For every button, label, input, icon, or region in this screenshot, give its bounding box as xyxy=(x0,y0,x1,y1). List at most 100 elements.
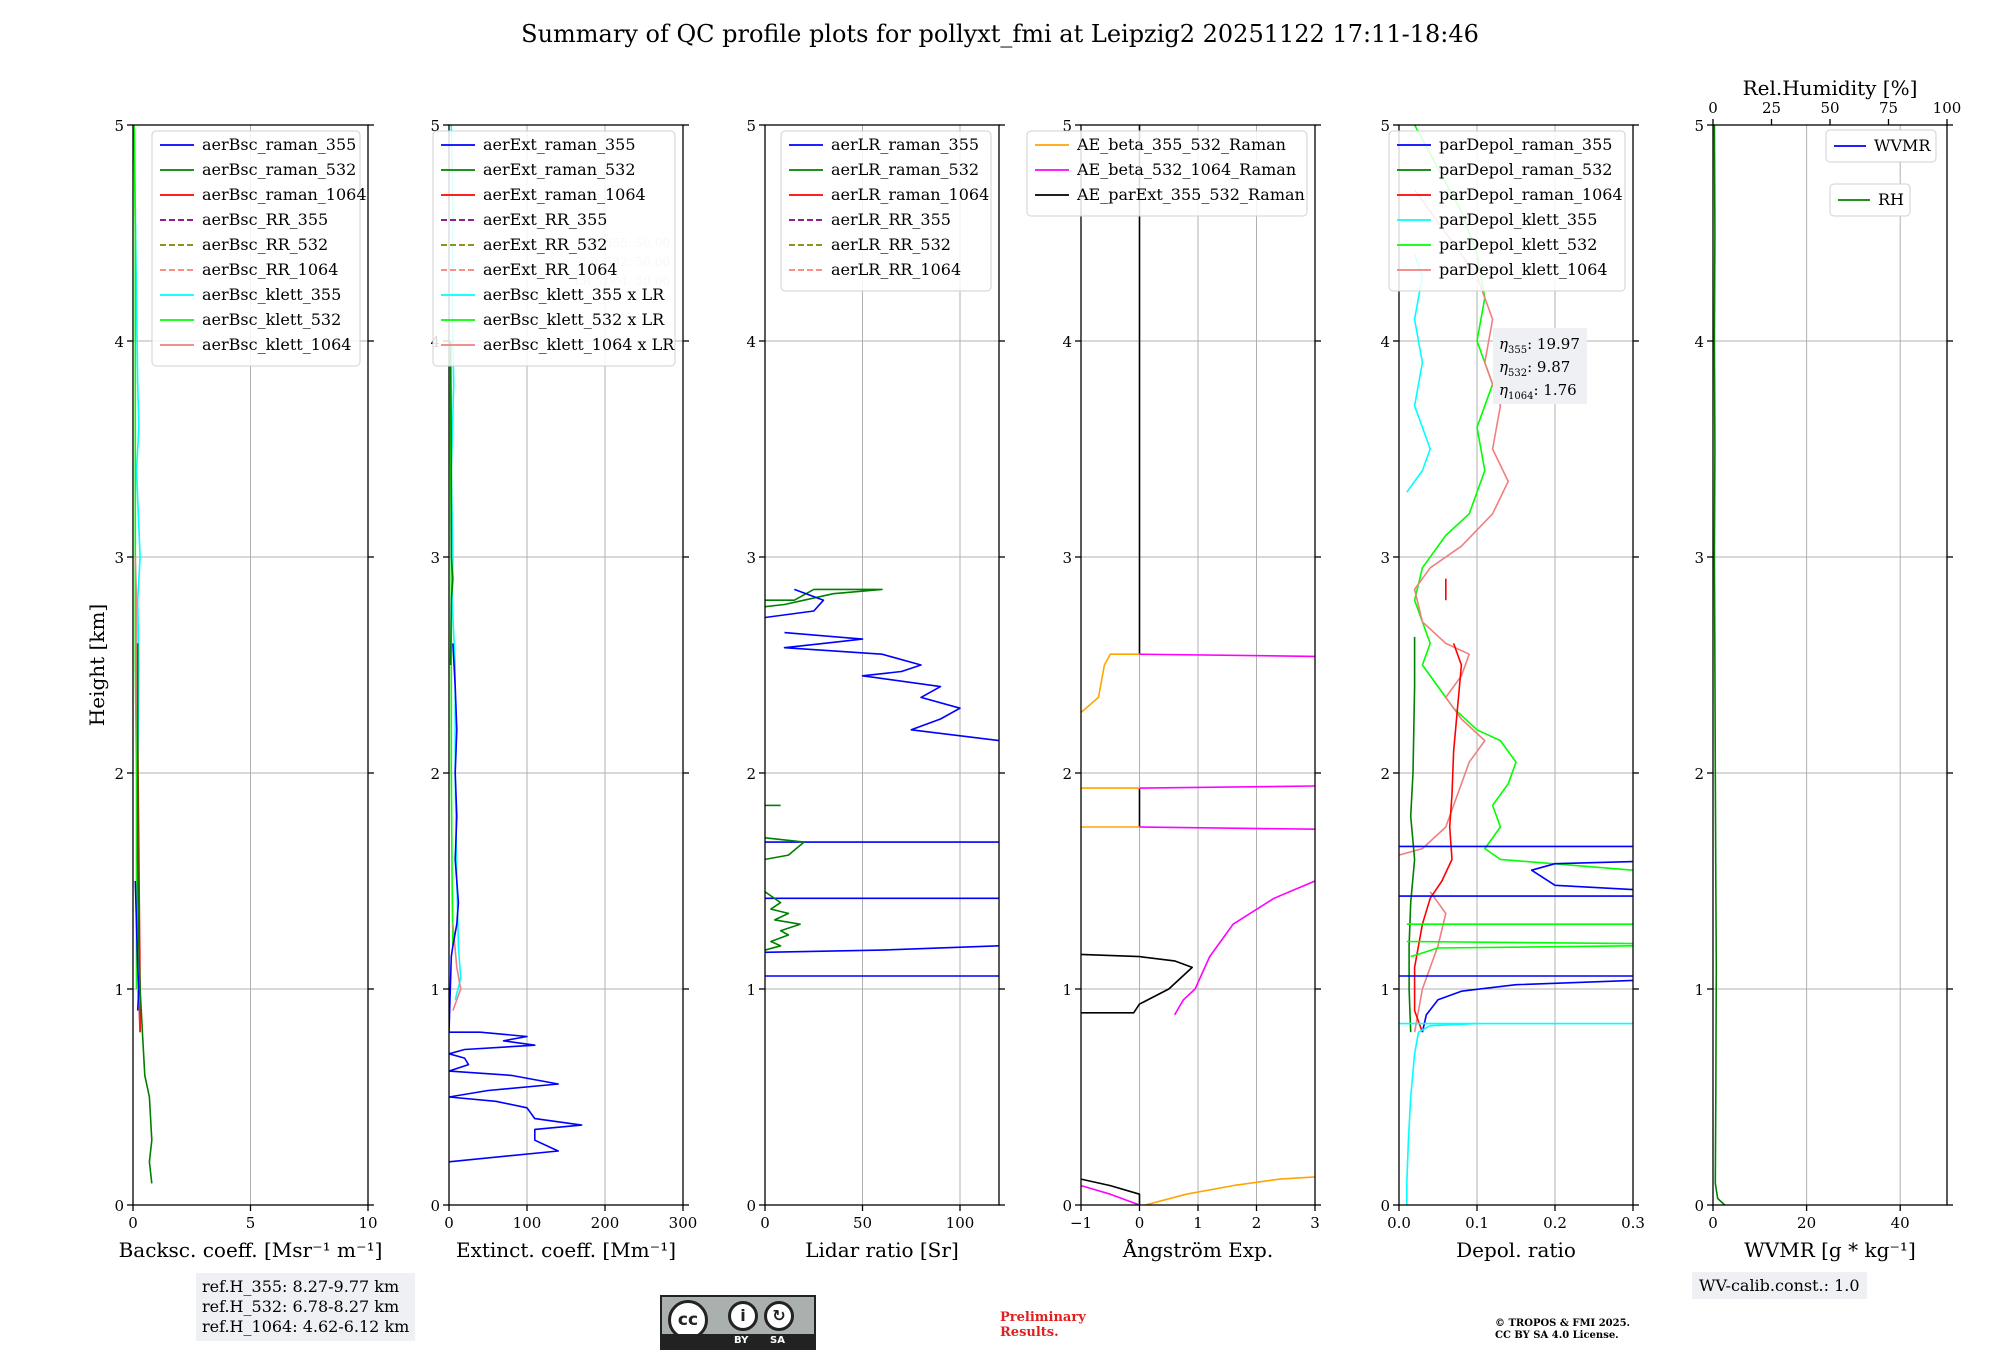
ytick-label: 1 xyxy=(746,981,756,999)
ytick-label: 5 xyxy=(1062,117,1072,135)
ytick-label: 2 xyxy=(430,765,440,783)
series-AE_beta_355_532_Raman-7 xyxy=(1145,1176,1315,1205)
legend-box xyxy=(1026,130,1308,217)
xtick-label: 0 xyxy=(444,1214,454,1232)
legend-backscatter: aerBsc_raman_355 aerBsc_raman_532 aerBsc_r… xyxy=(151,130,367,367)
series-AE_beta_532_1064_Raman-12 xyxy=(1081,1184,1140,1205)
legend-label-1: RH xyxy=(1878,190,1904,209)
series-aerExt_raman_532-3 xyxy=(449,340,454,666)
preliminary-note: Preliminary Results. xyxy=(1000,1310,1086,1340)
ytick-label: 5 xyxy=(1694,117,1704,135)
legend-label-6: aerBsc_klett_355 x LR xyxy=(483,285,665,304)
copyright-line-2: CC BY SA 4.0 License. xyxy=(1495,1330,1619,1341)
wv-calib-box: WV-calib.const.: 1.0 xyxy=(1692,1272,1867,1299)
series-parDepol_klett_1064-3 xyxy=(1413,891,1447,1033)
series-aerExt_raman_355-4 xyxy=(449,643,583,1163)
series-group-angstrom xyxy=(1081,125,1315,1205)
legend-label-3: aerExt_RR_355 xyxy=(483,210,607,229)
series-aerLR_raman_355-1 xyxy=(765,588,825,619)
x-axis-label: Depol. ratio xyxy=(1456,1238,1576,1262)
legend-label-1: aerBsc_raman_532 xyxy=(202,160,356,179)
ytick-label: 0 xyxy=(430,1197,440,1215)
ytick-label: 4 xyxy=(1380,333,1390,351)
panel-depolarization: 0 1 2 3 4 5 0.0 0.1 0.2 0.3 Depol. ratio parDepol_r… xyxy=(1380,117,1644,1262)
copyright-line-1: © TROPOS & FMI 2025. xyxy=(1495,1318,1631,1329)
legend-label-7: aerBsc_klett_532 xyxy=(202,310,341,329)
legend-label-8: aerBsc_klett_1064 xyxy=(202,335,351,354)
xtick-label: 100 xyxy=(946,1214,975,1232)
series-aerBsc_klett_532-1 xyxy=(133,125,138,989)
xtick-label: 300 xyxy=(669,1214,698,1232)
xtick-label: 0 xyxy=(1135,1214,1145,1232)
series-group-lidar_ratio xyxy=(765,588,999,977)
xtick-label: 0 xyxy=(1708,1214,1718,1232)
axes-frame xyxy=(764,124,1000,1206)
ytick-label: 1 xyxy=(1694,981,1704,999)
y-axis-label: Height [km] xyxy=(85,604,109,726)
series-group-backscatter xyxy=(133,125,153,1184)
legend-label-7: aerBsc_klett_532 x LR xyxy=(483,310,665,329)
ref-height-355: ref.H_355: 8.27-9.77 km xyxy=(202,1277,400,1296)
legend-label-0: aerBsc_raman_355 xyxy=(202,135,356,154)
ytick-label: 5 xyxy=(746,117,756,135)
legend-box xyxy=(1825,129,1937,163)
legend-box xyxy=(151,130,361,367)
legend-label-5: aerExt_RR_1064 xyxy=(483,260,618,279)
legend-label-8: aerBsc_klett_1064 x LR xyxy=(483,335,675,354)
attribution-icon: i xyxy=(728,1301,758,1331)
ytick-label: 3 xyxy=(430,549,440,567)
ytick-label: 3 xyxy=(1062,549,1072,567)
top-x-axis-label: Rel.Humidity [%] xyxy=(1743,76,1918,100)
ytick-label: 3 xyxy=(114,549,124,567)
series-aerBsc_raman_355-3 xyxy=(134,880,140,1011)
ytick-label: 3 xyxy=(1380,549,1390,567)
xtick-label: 5 xyxy=(246,1214,256,1232)
xtick-label: 3 xyxy=(1310,1214,1320,1232)
xtick-label: 0 xyxy=(760,1214,770,1232)
axes-frame xyxy=(1712,124,1948,1206)
x-axis-label: Ångström Exp. xyxy=(1122,1237,1273,1262)
x-axis-label: Lidar ratio [Sr] xyxy=(805,1238,959,1262)
xtick-label: 0.1 xyxy=(1465,1214,1489,1232)
ytick-label: 2 xyxy=(1694,765,1704,783)
ytick-label: 5 xyxy=(430,117,440,135)
series-aerLR_raman_532-8 xyxy=(765,837,805,861)
legend-label-1: aerLR_raman_532 xyxy=(831,160,979,179)
legend-extinction: aerExt_raman_355 aerExt_raman_532 aerExt_r… xyxy=(432,130,676,367)
xtick-label: 0 xyxy=(128,1214,138,1232)
xtick-label: 2 xyxy=(1252,1214,1262,1232)
ytick-label: 1 xyxy=(1062,981,1072,999)
series-aerBsc_klett_1064 x LR-2 xyxy=(452,924,462,1011)
legend-label-2: aerExt_raman_1064 xyxy=(483,185,646,204)
series-aerLR_raman_355-5 xyxy=(765,945,999,954)
series-parDepol_raman_355-13 xyxy=(1530,860,1633,891)
ytick-label: 3 xyxy=(746,549,756,567)
ytick-label: 0 xyxy=(1062,1197,1072,1215)
xtick-label: 0.2 xyxy=(1543,1214,1567,1232)
eta-box-bg xyxy=(1493,328,1587,404)
series-group-depolarization xyxy=(1399,125,1633,1205)
legend-depolarization: parDepol_raman_355 parDepol_raman_532 parD… xyxy=(1388,130,1626,292)
xtick-label: 40 xyxy=(1891,1214,1910,1232)
legend-wvmr: WVMR xyxy=(1825,129,1937,163)
ytick-label: 3 xyxy=(1694,549,1704,567)
panel-backscatter: 0 1 2 3 4 5 0 5 10 Backsc. coeff. [Msr⁻¹ m⁻¹] Heig… xyxy=(85,117,382,1262)
legend-label-5: aerLR_RR_1064 xyxy=(831,260,961,279)
top-xtick-label: 100 xyxy=(1933,99,1962,117)
x-axis-label: Backsc. coeff. [Msr⁻¹ m⁻¹] xyxy=(119,1238,383,1262)
share-alike-icon: ↻ xyxy=(764,1301,794,1331)
legend-label-4: aerBsc_RR_532 xyxy=(202,235,328,254)
ytick-label: 0 xyxy=(1694,1197,1704,1215)
figure-title: Summary of QC profile plots for pollyxt_… xyxy=(521,20,1479,48)
series-parDepol_klett_532-9 xyxy=(1410,945,1633,958)
ytick-label: 0 xyxy=(114,1197,124,1215)
series-aerLR_raman_355-2 xyxy=(783,631,999,742)
series-aerLR_raman_532-9 xyxy=(765,891,801,951)
xtick-label: 20 xyxy=(1797,1214,1816,1232)
series-aerBsc_raman_532-5 xyxy=(136,643,153,1184)
ytick-label: 2 xyxy=(1062,765,1072,783)
preliminary-line-1: Preliminary xyxy=(1000,1310,1086,1325)
legend-angstrom: AE_beta_355_532_Raman AE_beta_532_1064_Ra… xyxy=(1026,130,1308,217)
